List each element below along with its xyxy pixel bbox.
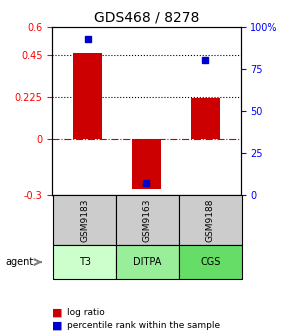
Text: percentile rank within the sample: percentile rank within the sample xyxy=(67,322,220,330)
Bar xyxy=(132,139,161,189)
Text: ■: ■ xyxy=(52,321,63,331)
Bar xyxy=(191,98,220,139)
Text: GSM9163: GSM9163 xyxy=(143,198,152,242)
Text: CGS: CGS xyxy=(200,257,221,267)
Text: agent: agent xyxy=(6,257,34,267)
Text: GSM9188: GSM9188 xyxy=(206,198,215,242)
Title: GDS468 / 8278: GDS468 / 8278 xyxy=(94,10,199,24)
Text: GSM9183: GSM9183 xyxy=(80,198,89,242)
Text: T3: T3 xyxy=(79,257,90,267)
Text: DITPA: DITPA xyxy=(133,257,162,267)
Bar xyxy=(73,53,102,139)
Text: ■: ■ xyxy=(52,307,63,318)
Text: log ratio: log ratio xyxy=(67,308,104,317)
